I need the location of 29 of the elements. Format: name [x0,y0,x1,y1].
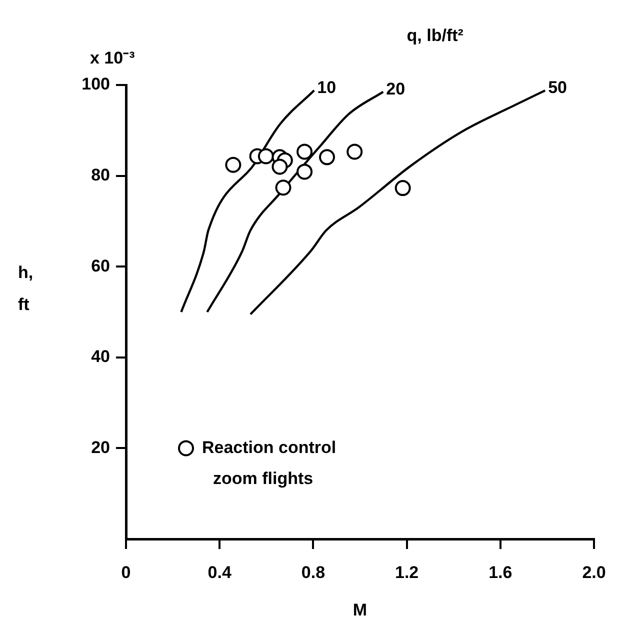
point [346,144,363,160]
x-tick-label: 2.0 [582,562,606,582]
point [258,148,274,164]
x-tick-label: 0.8 [301,562,326,582]
y-tick-label: 40 [91,347,110,366]
point [394,180,411,196]
x-tick-label: 1.2 [394,562,419,582]
series-label: 20 [386,79,406,98]
point [225,156,242,173]
point [296,164,313,180]
series-label: 50 [548,78,568,98]
y-tick-label: 80 [91,165,110,184]
legend-title: q, lb/ft² [406,26,464,45]
x-tick-label: 0 [121,562,131,582]
x-tick-label: 0.4 [208,562,232,582]
x-tick-label: 1.6 [488,562,512,582]
y-tick-label: 20 [91,438,110,457]
text: x 10⁻³ [90,48,136,68]
y-axis-title: h, ft [18,262,34,314]
y-tick-label: 60 [91,256,110,276]
point [319,149,336,166]
y-tick-label: 100 [82,74,110,94]
point [275,180,292,196]
point [272,158,288,175]
series-label: 10 [317,78,336,98]
line-series [180,89,316,314]
legend-label: Reaction control zoom flights [202,438,336,488]
point [296,144,313,160]
x-axis-title: M [352,600,368,620]
